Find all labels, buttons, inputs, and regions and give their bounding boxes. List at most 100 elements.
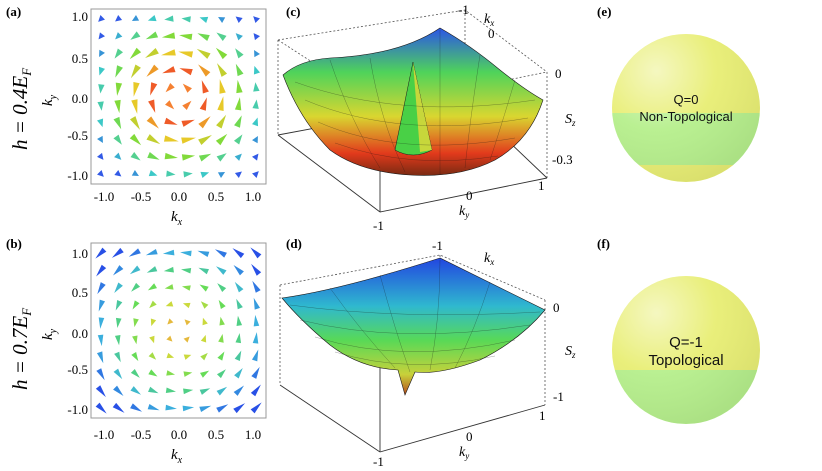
spin-arrow — [196, 48, 211, 59]
spin-arrow — [253, 82, 260, 92]
spin-arrow — [252, 153, 259, 161]
x-tick: -1.0 — [94, 427, 115, 442]
spin-arrow — [254, 49, 260, 58]
spin-arrow — [179, 68, 193, 76]
spin-arrow — [182, 83, 192, 93]
spin-arrow — [96, 368, 105, 381]
spin-arrow — [181, 285, 191, 291]
sz-tick: 0 — [553, 300, 560, 315]
spin-arrow — [200, 370, 210, 378]
spin-arrow — [199, 97, 207, 111]
spin-arrow — [181, 267, 192, 274]
spin-arrow — [161, 49, 176, 56]
spin-arrow — [251, 349, 259, 362]
bounding-box — [279, 254, 546, 405]
spin-arrow — [234, 97, 242, 111]
plot-frame — [90, 8, 267, 185]
spin-arrow — [163, 135, 179, 142]
surface-bowl — [281, 257, 546, 396]
spin-arrow — [166, 335, 173, 342]
spin-arrow — [162, 66, 176, 74]
spin-arrow — [130, 31, 141, 40]
spin-arrow — [250, 384, 261, 397]
spin-arrow — [113, 385, 124, 397]
spin-arrow — [164, 152, 178, 160]
y-tick: 0.0 — [72, 326, 88, 341]
spin-arrow — [215, 266, 227, 275]
spin-arrow — [130, 403, 143, 412]
spin-arrow — [128, 248, 141, 257]
spin-arrow — [148, 386, 159, 394]
spin-arrow — [252, 280, 261, 293]
spin-arrow — [234, 171, 242, 178]
spin-arrow — [114, 152, 122, 160]
spin-arrow — [146, 64, 159, 77]
spin-arrow — [216, 114, 227, 129]
spin-arrow — [146, 116, 159, 129]
spin-arrow — [99, 49, 105, 57]
ky-tick: -1 — [373, 218, 384, 233]
spin-arrow — [199, 16, 209, 23]
spin-arrow — [129, 116, 141, 130]
spin-arrow — [250, 402, 262, 414]
spin-arrow — [130, 386, 142, 395]
vector-plot-b — [90, 242, 267, 419]
spin-arrow — [131, 99, 138, 114]
spin-arrow — [150, 82, 158, 96]
panel-label-d: (d) — [286, 236, 302, 251]
spin-arrow — [200, 301, 209, 309]
spin-arrow — [232, 248, 245, 259]
spin-arrow — [132, 335, 138, 345]
spin-arrow — [98, 66, 105, 76]
spin-arrow — [97, 118, 104, 128]
spin-arrow — [115, 317, 122, 328]
x-ticks-a: -1.0 -0.5 0.0 0.5 1.0 — [94, 189, 261, 204]
spin-arrow — [161, 32, 176, 39]
spin-arrow — [215, 133, 228, 146]
spin-arrow — [200, 171, 210, 178]
x-tick: 1.0 — [245, 427, 261, 442]
spin-arrow — [115, 15, 123, 22]
spin-arrow — [163, 266, 174, 273]
spin-arrow — [95, 402, 107, 414]
sphere-f-desc: Topological — [648, 352, 723, 369]
arrow-field — [97, 15, 260, 178]
arrow-field — [95, 247, 262, 414]
spin-arrow — [216, 404, 229, 413]
spin-arrow — [146, 266, 158, 273]
bounding-box-front — [279, 355, 546, 453]
panel-label-c: (c) — [286, 4, 300, 19]
spin-arrow — [129, 265, 141, 275]
spin-arrow — [253, 314, 260, 327]
spin-arrow — [148, 369, 158, 377]
spin-arrow — [198, 267, 209, 275]
spin-arrow — [183, 354, 192, 360]
spin-arrow — [198, 153, 212, 162]
spin-arrow — [250, 247, 262, 259]
spin-arrow — [253, 297, 261, 310]
spin-arrow — [235, 33, 243, 41]
spin-arrow — [216, 32, 227, 42]
spin-arrow — [132, 300, 140, 310]
spin-arrow — [253, 65, 260, 75]
spin-arrow — [251, 263, 262, 276]
kx-axis-label: kx — [484, 12, 494, 28]
spin-arrow — [148, 352, 157, 360]
x-tick: 0.0 — [171, 427, 187, 442]
spin-arrow — [166, 170, 176, 177]
spin-arrow — [131, 15, 140, 21]
spin-arrow — [113, 368, 123, 380]
spin-arrow — [251, 366, 260, 379]
spin-arrow — [200, 352, 208, 361]
y-tick: 1.0 — [72, 246, 88, 261]
spin-arrow — [214, 249, 227, 258]
spin-arrow — [166, 352, 175, 359]
spin-arrow — [197, 33, 210, 41]
spin-arrow — [234, 350, 242, 361]
spin-arrow — [131, 282, 141, 292]
spin-arrow — [166, 370, 176, 376]
spin-arrow — [216, 369, 226, 379]
spin-arrow — [162, 249, 175, 256]
spin-arrow — [198, 116, 211, 129]
spin-arrow — [182, 405, 195, 412]
